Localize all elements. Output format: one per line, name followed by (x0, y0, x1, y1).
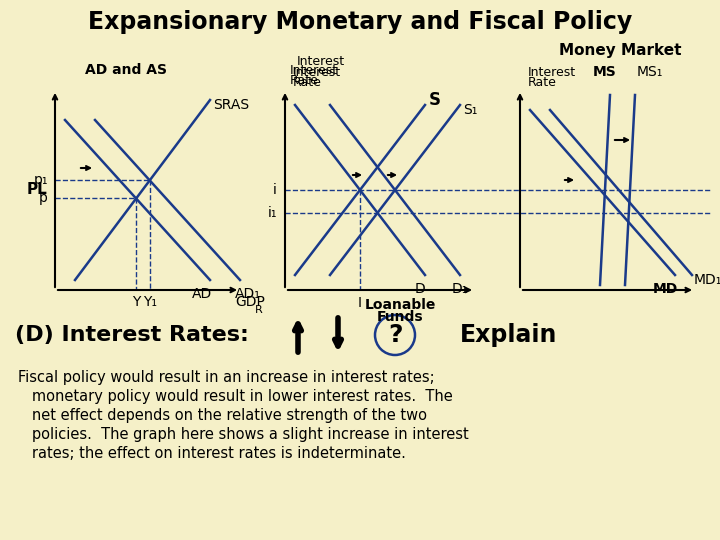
Text: I: I (358, 296, 362, 310)
Text: Rate: Rate (290, 73, 319, 86)
Text: SRAS: SRAS (213, 98, 249, 112)
Text: MS: MS (593, 65, 617, 79)
Text: Y: Y (132, 295, 140, 309)
Text: Interest: Interest (528, 65, 576, 78)
Text: Y₁: Y₁ (143, 295, 157, 309)
Text: Rate: Rate (293, 77, 322, 90)
Text: MD: MD (652, 282, 678, 296)
Text: Explain: Explain (460, 323, 557, 347)
Text: Fiscal policy would result in an increase in interest rates;: Fiscal policy would result in an increas… (18, 370, 435, 385)
Text: Money Market: Money Market (559, 43, 681, 57)
Text: net effect depends on the relative strength of the two: net effect depends on the relative stren… (18, 408, 427, 423)
Text: S: S (429, 91, 441, 109)
Text: ?: ? (388, 323, 402, 347)
Text: MS₁: MS₁ (637, 65, 663, 79)
Text: p₁: p₁ (34, 173, 48, 187)
Text: monetary policy would result in lower interest rates.  The: monetary policy would result in lower in… (18, 389, 453, 404)
Text: rates; the effect on interest rates is indeterminate.: rates; the effect on interest rates is i… (18, 446, 406, 461)
Text: Interest: Interest (293, 65, 341, 78)
Text: D: D (415, 282, 426, 296)
Text: AD₁: AD₁ (235, 287, 261, 301)
Text: Loanable: Loanable (364, 298, 436, 312)
Text: S₁: S₁ (463, 103, 477, 117)
Text: R: R (255, 305, 263, 315)
Text: D₁: D₁ (452, 282, 469, 296)
Text: Interest: Interest (297, 55, 345, 68)
Text: AD: AD (192, 287, 212, 301)
Text: Expansionary Monetary and Fiscal Policy: Expansionary Monetary and Fiscal Policy (88, 10, 632, 34)
Text: MD₁: MD₁ (694, 273, 720, 287)
Text: Interest: Interest (290, 64, 338, 77)
Text: Rate: Rate (528, 77, 557, 90)
Text: (D) Interest Rates:: (D) Interest Rates: (15, 325, 249, 345)
Text: i: i (273, 183, 277, 197)
Text: i₁: i₁ (268, 206, 277, 220)
Text: policies.  The graph here shows a slight increase in interest: policies. The graph here shows a slight … (18, 427, 469, 442)
Text: GDP: GDP (235, 295, 265, 309)
Text: AD and AS: AD and AS (85, 63, 167, 77)
Text: Funds: Funds (377, 310, 423, 324)
Text: p: p (39, 192, 48, 206)
Text: PL: PL (27, 183, 48, 198)
